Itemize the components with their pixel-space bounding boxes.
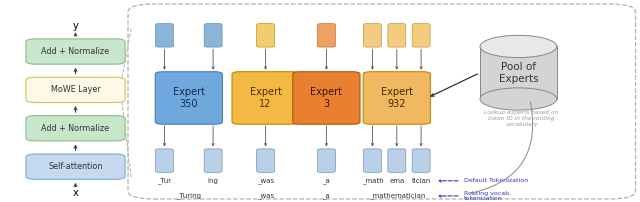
Ellipse shape [480, 88, 557, 110]
FancyBboxPatch shape [26, 154, 125, 179]
FancyBboxPatch shape [412, 149, 430, 172]
FancyBboxPatch shape [317, 24, 335, 47]
FancyBboxPatch shape [364, 24, 381, 47]
Text: Default Tokenization: Default Tokenization [464, 178, 528, 183]
FancyBboxPatch shape [232, 72, 300, 124]
FancyBboxPatch shape [155, 72, 223, 124]
Text: _a: _a [323, 193, 330, 199]
Text: Lookup experts based on
token ID in the routing
vocabulary: Lookup experts based on token ID in the … [484, 110, 559, 127]
FancyBboxPatch shape [412, 24, 430, 47]
Text: ing: ing [208, 178, 218, 184]
Text: _was: _was [257, 178, 274, 184]
Text: tician: tician [412, 178, 431, 184]
Text: Self-attention: Self-attention [49, 162, 102, 171]
FancyBboxPatch shape [26, 116, 125, 141]
FancyBboxPatch shape [364, 149, 381, 172]
FancyBboxPatch shape [257, 24, 275, 47]
Text: x: x [73, 188, 78, 198]
Text: y: y [73, 21, 78, 31]
FancyBboxPatch shape [257, 149, 275, 172]
FancyBboxPatch shape [156, 149, 173, 172]
Text: Routing vocab.
tokenization: Routing vocab. tokenization [464, 190, 511, 201]
FancyBboxPatch shape [364, 72, 430, 124]
Text: Expert
12: Expert 12 [250, 87, 282, 109]
FancyBboxPatch shape [317, 149, 335, 172]
FancyBboxPatch shape [388, 149, 406, 172]
FancyBboxPatch shape [388, 24, 406, 47]
Text: Add + Normalize: Add + Normalize [42, 47, 109, 56]
FancyBboxPatch shape [26, 39, 125, 64]
Text: _Tur: _Tur [157, 177, 172, 184]
Text: Expert
932: Expert 932 [381, 87, 413, 109]
FancyBboxPatch shape [26, 77, 125, 102]
Text: ema: ema [389, 178, 404, 184]
FancyBboxPatch shape [156, 24, 173, 47]
FancyBboxPatch shape [293, 72, 360, 124]
Text: Pool of
Experts: Pool of Experts [499, 62, 538, 83]
Text: Expert
350: Expert 350 [173, 87, 205, 109]
Text: _Turing: _Turing [176, 193, 202, 199]
FancyBboxPatch shape [128, 4, 636, 199]
Text: MoWE Layer: MoWE Layer [51, 85, 100, 94]
Ellipse shape [480, 35, 557, 58]
Text: Add + Normalize: Add + Normalize [42, 124, 109, 133]
Text: _was: _was [257, 193, 274, 199]
FancyBboxPatch shape [204, 24, 222, 47]
FancyBboxPatch shape [204, 149, 222, 172]
Text: _mathematician: _mathematician [369, 193, 425, 199]
FancyArrowPatch shape [471, 102, 532, 194]
Text: Expert
3: Expert 3 [310, 87, 342, 109]
Text: _math: _math [362, 177, 383, 184]
Text: _a: _a [323, 178, 330, 184]
Polygon shape [480, 46, 557, 99]
